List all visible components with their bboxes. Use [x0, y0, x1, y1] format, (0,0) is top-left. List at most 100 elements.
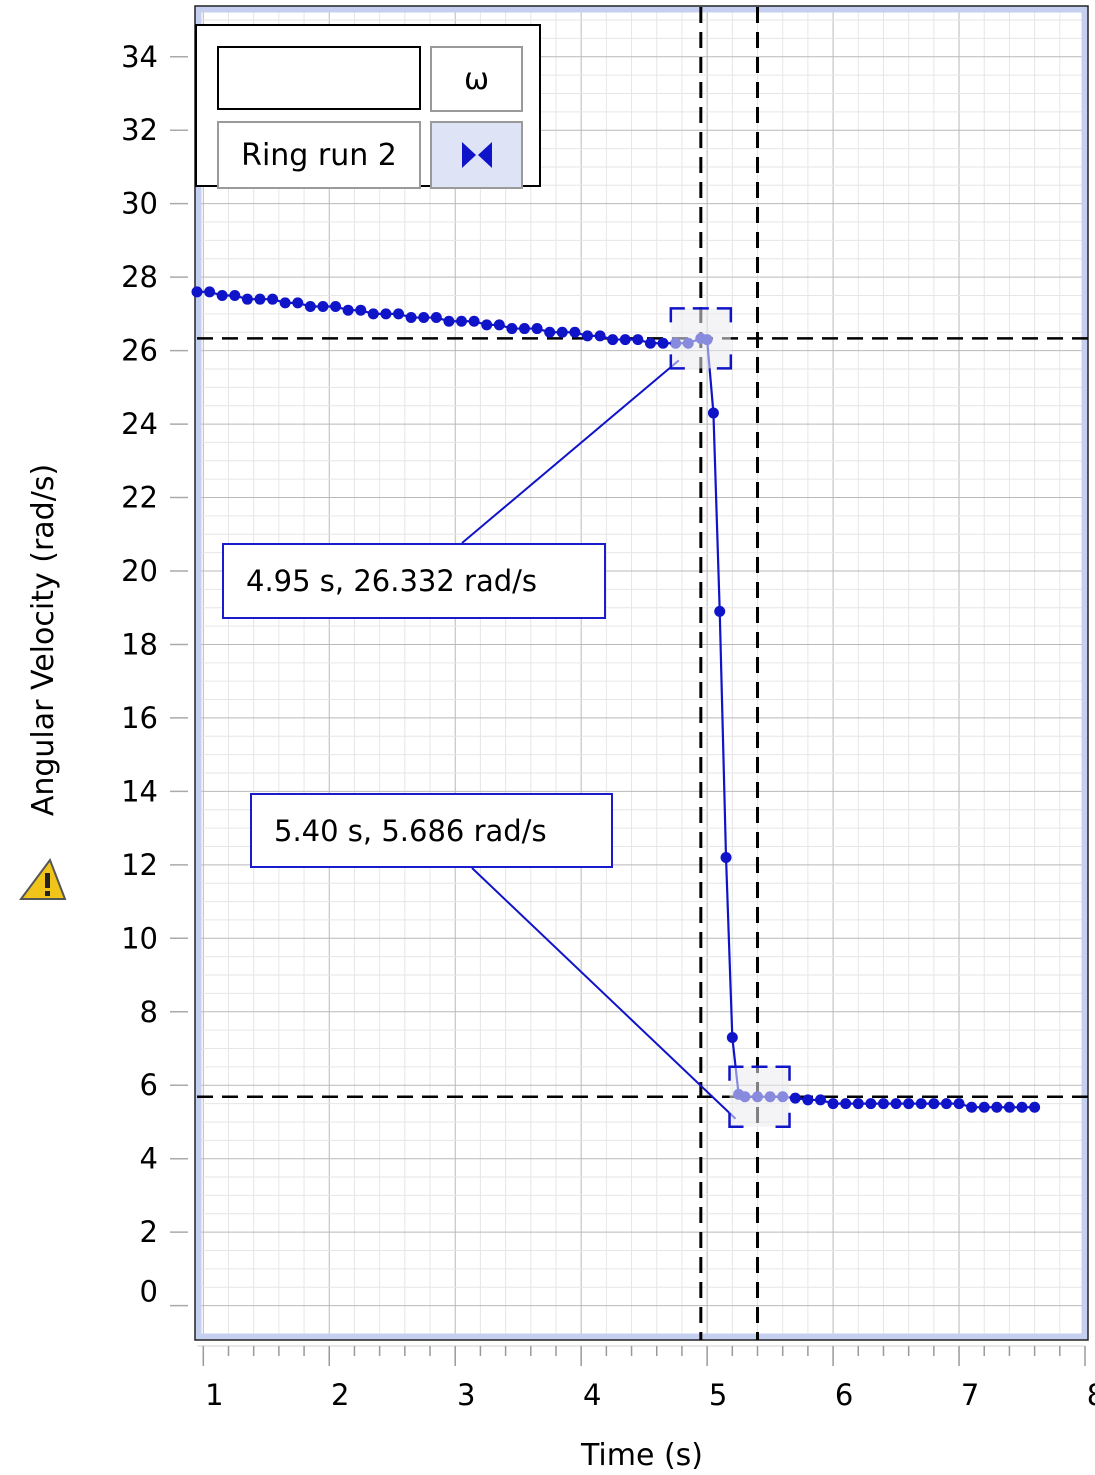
annotation-label-2[interactable]: 5.40 s, 5.686 rad/s [250, 793, 613, 868]
plot-area-frame [194, 5, 1089, 1341]
y-tick-label: 8 [140, 995, 158, 1029]
data-point [707, 407, 719, 419]
data-point [966, 1101, 978, 1113]
y-tick-label: 14 [121, 774, 158, 808]
data-point [827, 1098, 839, 1110]
y-tick-label: 2 [140, 1215, 158, 1249]
annotation-leader-line [461, 359, 680, 544]
data-point [789, 1092, 801, 1104]
data-point [518, 323, 530, 335]
y-tick-label: 12 [121, 848, 158, 882]
data-point [241, 293, 253, 305]
selection-box [670, 308, 731, 369]
plot-area-border [194, 5, 1089, 1341]
data-point [657, 337, 669, 349]
data-point [544, 326, 556, 338]
data-point [1003, 1101, 1015, 1113]
data-point [330, 301, 342, 313]
data-point [468, 315, 480, 327]
data-point [720, 851, 732, 863]
y-tick-label: 6 [140, 1068, 158, 1102]
selection-corner [728, 1112, 744, 1129]
data-point [204, 286, 216, 298]
y-axis-title: Angular Velocity (rad/s) [26, 464, 61, 816]
warning-triangle-icon[interactable] [18, 855, 68, 905]
selection-corner [728, 1065, 744, 1081]
data-point [506, 323, 518, 335]
data-point [456, 315, 468, 327]
data-point [531, 323, 543, 335]
annotation-leaders [461, 359, 737, 1120]
x-tick-label: 6 [835, 1378, 853, 1412]
grid [197, 9, 1086, 1335]
y-tick-label: 20 [121, 554, 158, 588]
data-point [607, 334, 619, 346]
y-tick-label: 24 [121, 407, 158, 441]
data-point [1029, 1101, 1041, 1113]
data-point [342, 304, 354, 316]
y-tick-label: 32 [121, 113, 158, 147]
legend-name-input[interactable] [217, 46, 421, 110]
data-point [292, 297, 304, 309]
legend-symbol-button[interactable]: ω [430, 46, 523, 112]
data-point [890, 1098, 902, 1110]
data-point [393, 308, 405, 320]
data-point [481, 319, 493, 331]
data-point [267, 293, 279, 305]
bowtie-marker-icon [461, 142, 492, 168]
x-tick-label: 4 [583, 1378, 601, 1412]
data-point [279, 297, 291, 309]
data-point [1016, 1101, 1028, 1113]
y-tick-label: 0 [140, 1275, 158, 1309]
y-tick-label: 34 [121, 40, 158, 74]
data-point [852, 1098, 864, 1110]
y-tick-label: 22 [121, 481, 158, 515]
data-point [594, 330, 606, 342]
data-point [714, 605, 726, 617]
legend-marker-toggle[interactable] [430, 121, 523, 189]
legend-run-button[interactable]: Ring run 2 [217, 121, 421, 189]
legend-panel: ω Ring run 2 [195, 24, 541, 189]
y-tick-label: 16 [121, 701, 158, 735]
data-point [581, 330, 593, 342]
y-tick-label: 28 [121, 260, 158, 294]
y-tick-label: 30 [121, 187, 158, 221]
selection-corner [775, 1065, 791, 1081]
data-point [317, 301, 329, 313]
selection-corner [775, 1112, 791, 1129]
data-point [978, 1101, 990, 1113]
y-tick-label: 10 [121, 921, 158, 955]
data-point [802, 1094, 814, 1106]
data-point [254, 293, 266, 305]
data-point [619, 334, 631, 346]
annotation-leader-line [471, 867, 737, 1120]
y-tick-label: 18 [121, 627, 158, 661]
data-point [569, 326, 581, 338]
x-tick-label: 1 [205, 1378, 223, 1412]
selection-corner [669, 354, 685, 370]
selection-markers[interactable] [669, 307, 791, 1129]
data-point [493, 319, 505, 331]
x-tick-label: 3 [457, 1378, 475, 1412]
x-tick-label: 2 [331, 1378, 349, 1412]
annotation-label-1[interactable]: 4.95 s, 26.332 rad/s [222, 543, 606, 619]
data-point [430, 312, 442, 324]
data-point [865, 1098, 877, 1110]
y-tick-label: 4 [140, 1142, 158, 1176]
data-point [840, 1098, 852, 1110]
data-point [940, 1098, 952, 1110]
selection-corner [716, 307, 733, 323]
x-axis-title: Time (s) [580, 1438, 703, 1473]
data-point [304, 301, 316, 313]
data-point [556, 326, 568, 338]
data-point [928, 1098, 940, 1110]
data-point [644, 337, 656, 349]
x-axis-ticks: 1 2 3 4 5 6 7 8 [197, 1345, 1095, 1412]
data-point [877, 1098, 889, 1110]
selection-corner [716, 354, 733, 370]
x-tick-label: 8 [1087, 1378, 1095, 1412]
data-point [216, 290, 228, 302]
data-point [229, 290, 241, 302]
